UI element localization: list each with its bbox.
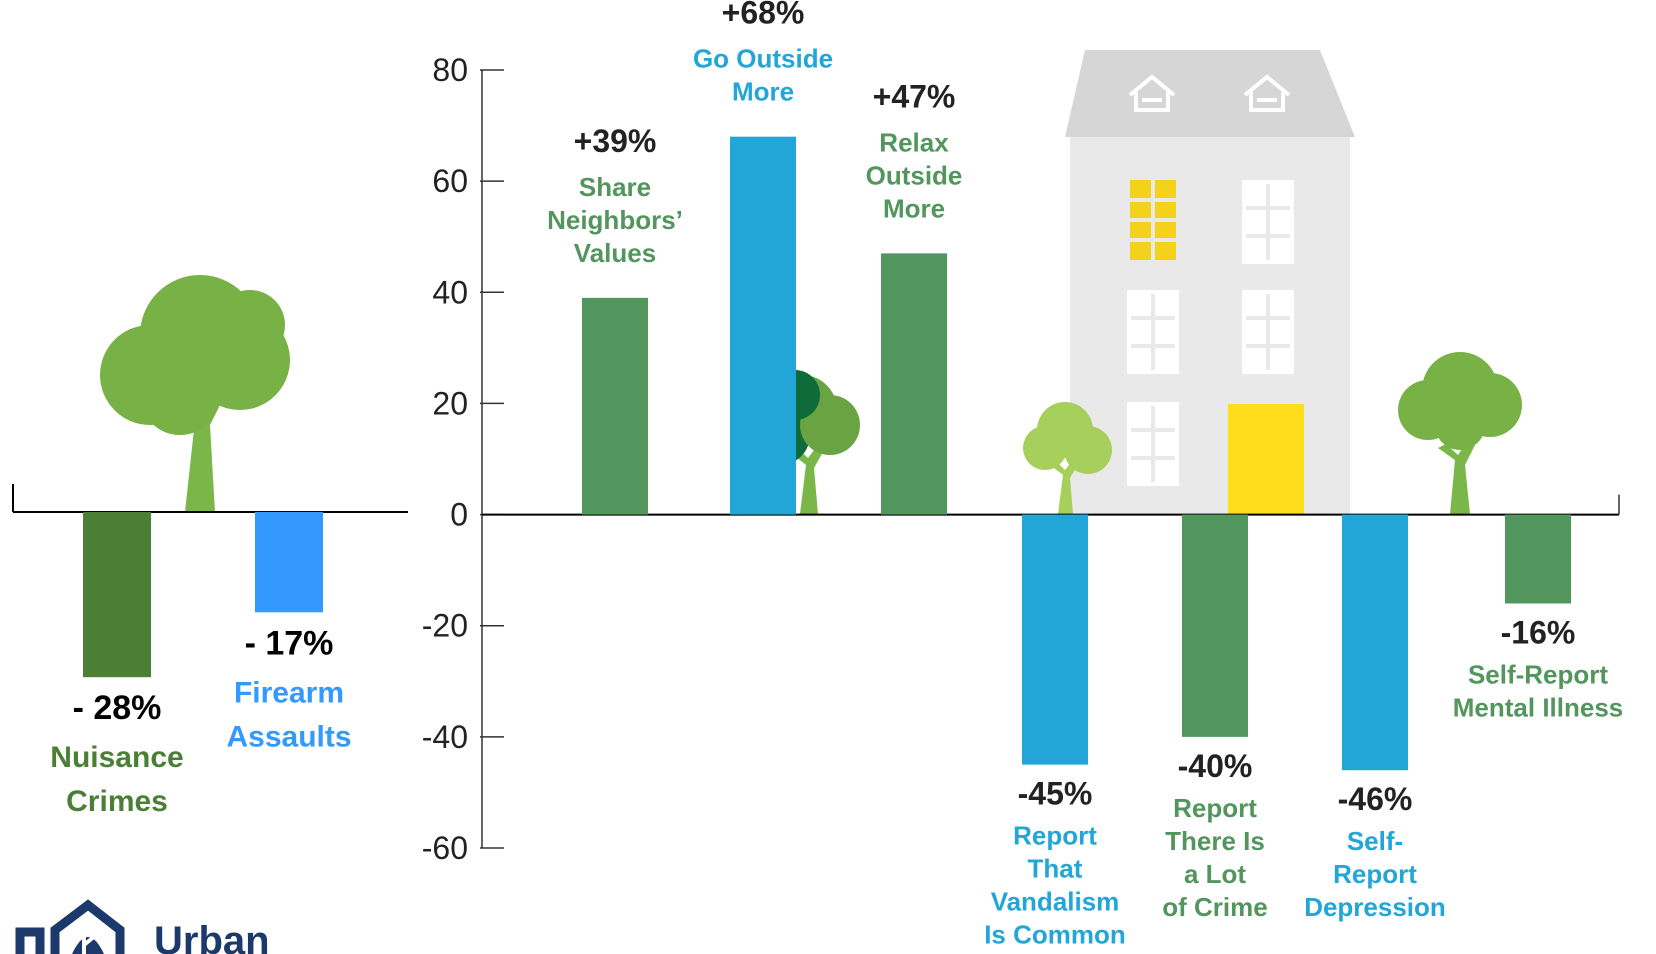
value-label: - 28% — [73, 689, 162, 727]
y-tick-label: -20 — [422, 608, 468, 644]
y-tick-label: 20 — [432, 385, 468, 421]
category-label: Share Neighbors’ Values — [547, 172, 683, 268]
category-label: Report There Is a Lot of Crime — [1162, 793, 1267, 922]
category-label: Nuisance Crimes — [50, 741, 183, 818]
category-label: Self-Report Mental Illness — [1453, 659, 1624, 722]
y-tick-label: -40 — [422, 719, 468, 755]
value-label: +47% — [873, 78, 956, 114]
category-label: Relax Outside More — [866, 127, 963, 223]
category-label: Firearm Assaults — [226, 676, 351, 753]
bar — [83, 512, 151, 678]
category-label: Report That Vandalism Is Common — [984, 821, 1126, 950]
tree-illustration — [100, 275, 290, 512]
bar — [881, 253, 947, 515]
tree-illustration — [1023, 402, 1112, 514]
category-label: Go Outside More — [693, 44, 833, 107]
value-label: -46% — [1338, 781, 1413, 817]
y-tick-label: 80 — [432, 52, 468, 88]
bar — [1182, 514, 1248, 737]
value-label: +39% — [574, 123, 657, 159]
value-label: -40% — [1178, 748, 1253, 784]
bar — [1022, 514, 1088, 765]
bar — [255, 512, 323, 613]
logo-text: Urban — [154, 919, 270, 954]
value-label: - 17% — [245, 624, 334, 662]
y-tick-label: -60 — [422, 830, 468, 866]
y-tick-label: 60 — [432, 163, 468, 199]
y-tick-label: 40 — [432, 274, 468, 310]
category-label: Self-Report Depression — [1304, 826, 1446, 922]
tree-illustration — [1398, 352, 1522, 514]
bar — [1505, 514, 1571, 604]
bar — [1342, 514, 1408, 771]
y-tick-label: 0 — [450, 497, 468, 533]
bar — [730, 136, 796, 515]
value-label: -45% — [1018, 776, 1093, 812]
value-label: +68% — [722, 0, 805, 31]
logo: Urban — [15, 899, 270, 954]
bar — [582, 297, 648, 515]
value-label: -16% — [1501, 614, 1576, 650]
house-illustration — [1065, 50, 1355, 514]
